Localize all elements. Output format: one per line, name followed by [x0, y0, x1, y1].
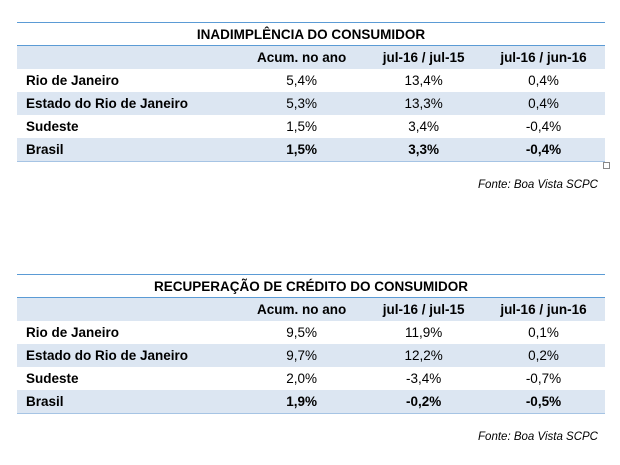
header-cell-yoy: jul-16 / jul-15 [365, 46, 482, 69]
cell-mom: 0,2% [481, 344, 605, 367]
cell-yoy: 12,2% [365, 344, 482, 367]
cell-mom: -0,4% [481, 138, 605, 162]
table-title: RECUPERAÇÃO DE CRÉDITO DO CONSUMIDOR [17, 274, 605, 298]
header-cell-mom: jul-16 / jun-16 [481, 298, 605, 321]
cell-acum: 1,5% [286, 119, 318, 134]
table-row: Estado do Rio de Janeiro 5,3% 13,3% 0,4% [17, 92, 605, 115]
table-row: Rio de Janeiro 5,4% 13,4% 0,4% [17, 69, 605, 92]
header-cell-acum: Acum. no ano [238, 46, 366, 69]
table-inadimplencia: INADIMPLÊNCIA DO CONSUMIDOR Acum. no ano… [17, 22, 605, 162]
table-row-total: Brasil 1,9% -0,2% -0,5% [17, 390, 605, 414]
cell-yoy: 13,3% [365, 92, 482, 115]
header-cell-acum: Acum. no ano [238, 298, 366, 321]
cell-yoy: -0,2% [365, 390, 482, 414]
source-note: Fonte: Boa Vista SCPC [478, 179, 598, 191]
cell-mom: -0,5% [481, 390, 605, 414]
cell-mom: 0,4% [528, 73, 559, 88]
row-label: Rio de Janeiro [26, 73, 120, 88]
table-row: Sudeste 2,0% -3,4% -0,7% [17, 367, 605, 390]
cell-yoy: 11,9% [404, 325, 443, 340]
cell-mom: 0,1% [528, 325, 559, 340]
row-label: Estado do Rio de Janeiro [17, 92, 238, 115]
row-label: Rio de Janeiro [26, 325, 120, 340]
header-cell-empty [17, 46, 238, 69]
cell-yoy: -3,4% [405, 371, 442, 386]
table-recuperacao: RECUPERAÇÃO DE CRÉDITO DO CONSUMIDOR Acu… [17, 274, 605, 414]
cell-mom: -0,4% [525, 119, 562, 134]
table-resize-handle[interactable] [603, 162, 610, 169]
table-row: Sudeste 1,5% 3,4% -0,4% [17, 115, 605, 138]
row-label: Sudeste [26, 371, 79, 386]
row-label: Estado do Rio de Janeiro [17, 344, 238, 367]
data-table: Acum. no ano jul-16 / jul-15 jul-16 / ju… [17, 46, 605, 162]
cell-yoy: 3,4% [408, 119, 439, 134]
header-row: Acum. no ano jul-16 / jul-15 jul-16 / ju… [17, 298, 605, 321]
cell-acum: 1,5% [238, 138, 366, 162]
header-cell-empty [17, 298, 238, 321]
table-row: Rio de Janeiro 9,5% 11,9% 0,1% [17, 321, 605, 344]
row-label: Brasil [17, 390, 238, 414]
source-note: Fonte: Boa Vista SCPC [478, 431, 598, 443]
cell-acum: 1,9% [238, 390, 366, 414]
table-row: Estado do Rio de Janeiro 9,7% 12,2% 0,2% [17, 344, 605, 367]
cell-acum: 9,7% [238, 344, 366, 367]
cell-yoy: 13,4% [404, 73, 443, 88]
header-row: Acum. no ano jul-16 / jul-15 jul-16 / ju… [17, 46, 605, 69]
cell-acum: 5,3% [238, 92, 366, 115]
data-table: Acum. no ano jul-16 / jul-15 jul-16 / ju… [17, 298, 605, 414]
cell-acum: 5,4% [286, 73, 318, 88]
table-row-total: Brasil 1,5% 3,3% -0,4% [17, 138, 605, 162]
row-label: Sudeste [26, 119, 79, 134]
table-title: INADIMPLÊNCIA DO CONSUMIDOR [17, 22, 605, 46]
header-cell-mom: jul-16 / jun-16 [481, 46, 605, 69]
header-cell-yoy: jul-16 / jul-15 [365, 298, 482, 321]
cell-mom: -0,7% [525, 371, 562, 386]
cell-mom: 0,4% [481, 92, 605, 115]
cell-acum: 2,0% [286, 371, 318, 386]
cell-acum: 9,5% [286, 325, 318, 340]
row-label: Brasil [17, 138, 238, 162]
cell-yoy: 3,3% [365, 138, 482, 162]
